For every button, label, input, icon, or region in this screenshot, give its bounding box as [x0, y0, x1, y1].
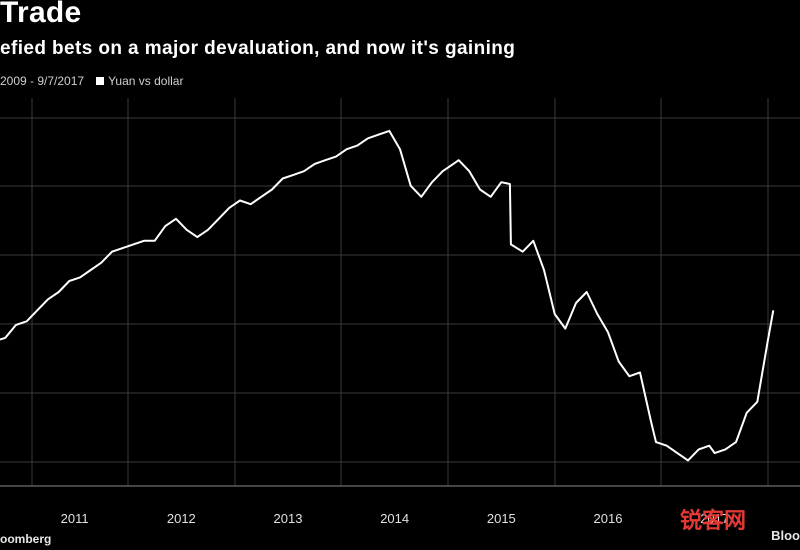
- chart-subtitle: efied bets on a major devaluation, and n…: [0, 38, 516, 59]
- chart-title: Trade: [0, 0, 82, 29]
- chart-legend: 2009 - 9/7/2017 Yuan vs dollar: [0, 73, 183, 89]
- watermark-logo: 锐客网: [680, 508, 747, 533]
- source-label: oomberg: [0, 532, 52, 546]
- x-tick-label: 2015: [487, 511, 516, 526]
- brand-label: Bloo: [771, 528, 800, 543]
- x-tick-label: 2016: [594, 511, 623, 526]
- x-tick-label: 2017: [700, 511, 729, 526]
- legend-swatch-icon: [96, 77, 105, 85]
- date-range: 2009 - 9/7/2017: [0, 74, 85, 88]
- legend-label: Yuan vs dollar: [108, 74, 184, 88]
- x-tick-label: 2014: [380, 511, 409, 526]
- x-tick-label: 2011: [61, 511, 89, 526]
- x-tick-label: 2012: [167, 511, 196, 526]
- x-tick-label: 2013: [274, 511, 303, 526]
- series-line-yuan-vs-dollar: [0, 129, 775, 462]
